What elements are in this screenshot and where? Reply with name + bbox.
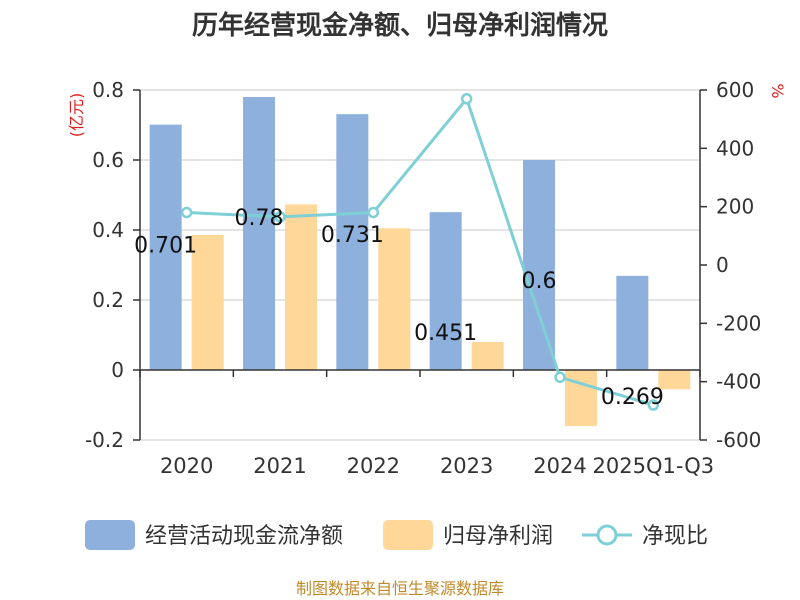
source-note: 制图数据来自恒生聚源数据库	[296, 579, 504, 598]
right-tick-label: 200	[716, 195, 754, 219]
bar-profit	[285, 204, 317, 370]
bar-profit	[378, 228, 411, 370]
bar-data-label: 0.731	[321, 223, 384, 248]
right-tick-label: 0	[716, 253, 729, 277]
bars	[149, 97, 691, 426]
legend: 经营活动现金流净额 归母净利润 净现比	[85, 520, 708, 550]
ratio-point	[180, 206, 193, 219]
chart-title: 历年经营现金净额、归母净利润情况	[192, 10, 608, 41]
legend-swatch-profit	[383, 520, 433, 550]
left-tick-label: 0.4	[92, 218, 124, 242]
right-tick-label: -400	[716, 370, 761, 394]
bar-data-label: 0.701	[134, 234, 197, 259]
bar-profit	[565, 370, 597, 426]
left-tick-label: 0.8	[92, 78, 124, 102]
right-tick-label: -200	[716, 311, 761, 335]
legend-marker-ratio	[596, 524, 618, 546]
category-label: 2020	[160, 454, 213, 478]
bar-data-label: 0.451	[414, 321, 477, 346]
category-label: 2023	[440, 454, 493, 478]
left-tick-label: -0.2	[85, 428, 124, 452]
left-tick-label: 0.2	[92, 288, 124, 312]
axes	[133, 89, 707, 441]
ratio-point	[647, 399, 660, 411]
bar-profit	[471, 342, 504, 370]
bar-cash	[336, 114, 369, 371]
legend-label-cash: 经营活动现金流净额	[145, 524, 343, 549]
legend-swatch-cash	[85, 520, 135, 550]
legend-label-profit: 归母净利润	[443, 524, 553, 549]
right-tick-label: 600	[716, 78, 754, 102]
tick-labels: -0.2 0 0.2 0.4 0.6 0.8 -600 -400 -200 0 200 400 600 2…	[85, 78, 761, 478]
category-label: 2022	[347, 454, 400, 478]
ratio-line	[180, 93, 660, 411]
bar-profit	[658, 370, 691, 390]
right-axis-unit: %	[768, 83, 787, 98]
left-tick-label: 0.6	[92, 148, 124, 172]
ratio-point	[554, 371, 566, 384]
bar-cash	[429, 212, 462, 370]
bar-cash	[616, 275, 649, 370]
bar-cash	[523, 160, 555, 370]
left-tick-label: 0	[111, 358, 124, 382]
category-label: 2021	[253, 454, 306, 478]
legend-label-ratio: 净现比	[642, 524, 708, 549]
ratio-point	[460, 93, 473, 105]
right-tick-label: -600	[716, 428, 761, 452]
category-label: 2024	[533, 454, 586, 478]
data-labels: 0.701 0.78 0.731 0.451 0.6 0.269	[134, 206, 664, 410]
bar-data-label: 0.78	[235, 206, 284, 231]
category-label: 2025Q1-Q3	[593, 454, 715, 478]
bar-data-label: 0.6	[522, 269, 557, 294]
bar-cash	[149, 124, 182, 371]
left-axis-unit: (亿元)	[67, 93, 86, 138]
bar-profit	[191, 234, 224, 370]
ratio-line-path	[186, 95, 654, 407]
bar-cash	[243, 97, 275, 370]
right-tick-label: 400	[716, 136, 754, 160]
ratio-point	[274, 211, 286, 223]
bar-data-label: 0.269	[601, 385, 664, 410]
ratio-point	[367, 206, 380, 219]
